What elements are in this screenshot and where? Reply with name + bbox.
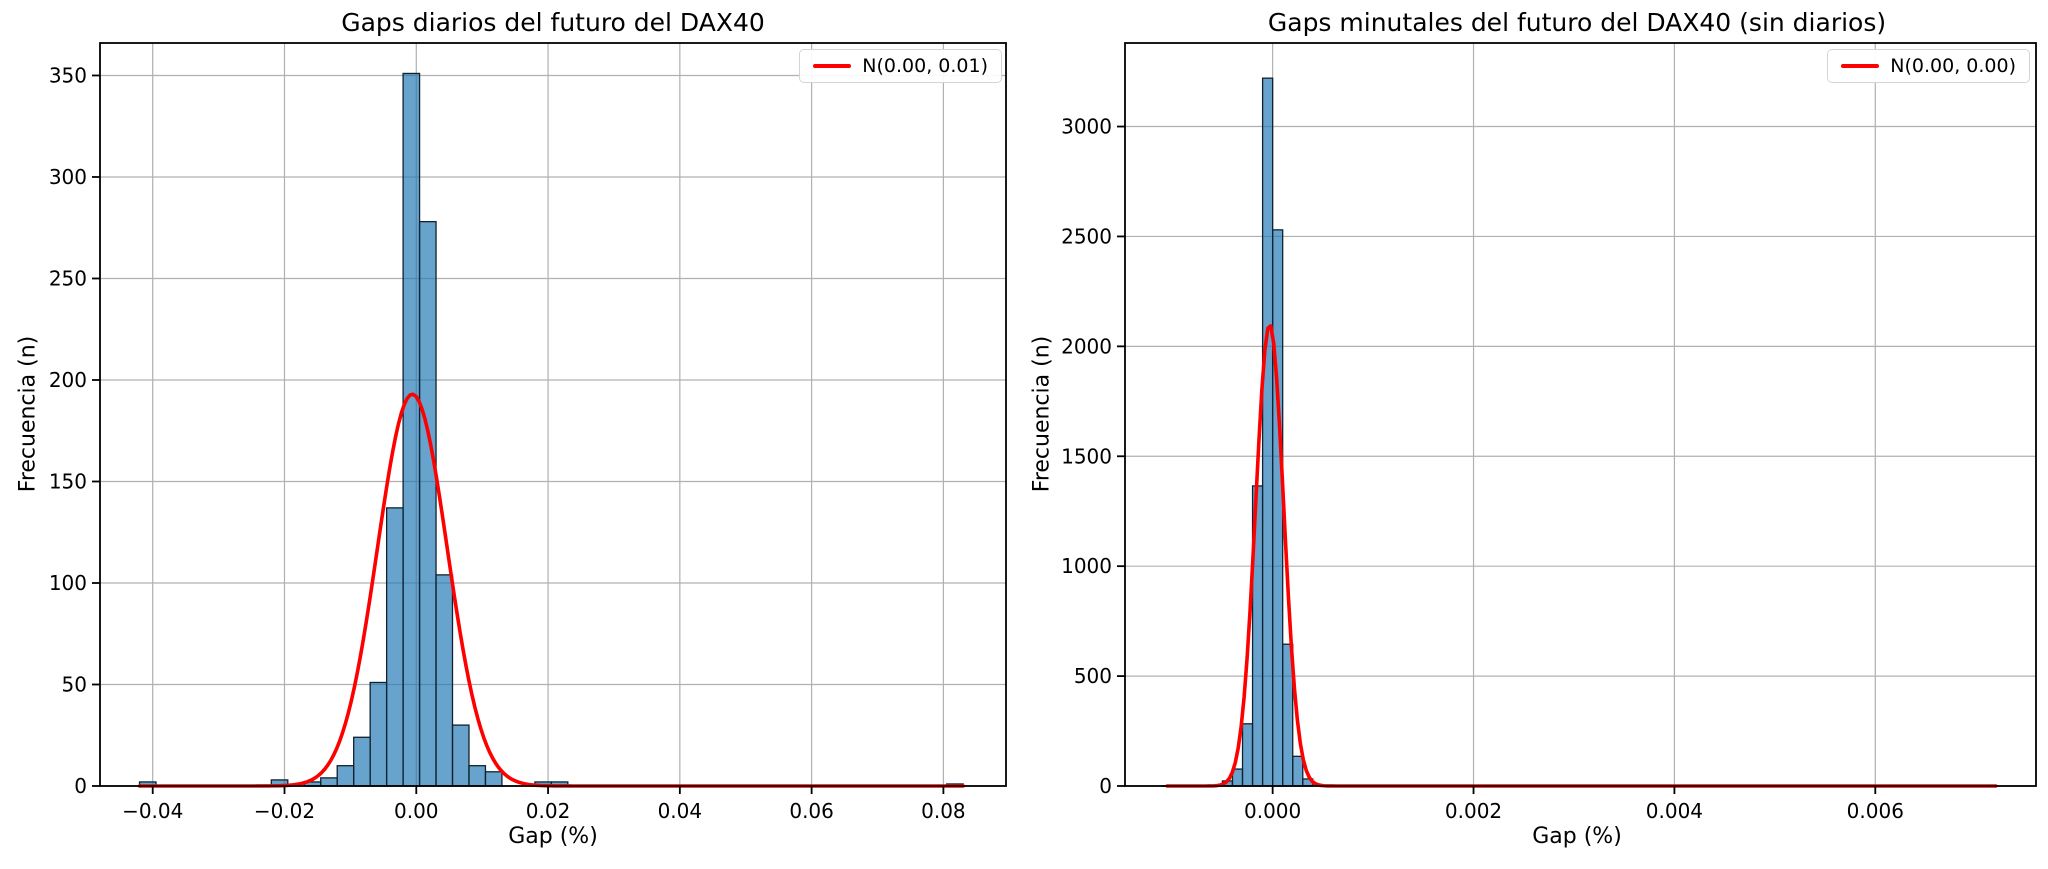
- normal-curve-legend-line-icon: [1841, 64, 1880, 68]
- chart-daily-gaps: Gaps diarios del futuro del DAX40 Frecue…: [16, 8, 1007, 849]
- chart-title: Gaps diarios del futuro del DAX40: [341, 8, 765, 37]
- plot-area-daily: −0.04 −0.02 0.00 0.02 0.04 0.06 0.08 0 50 100 150 2…: [49, 42, 1007, 823]
- legend: N(0.00, 0.00): [1827, 49, 2030, 83]
- svg-text:150: 150: [49, 469, 87, 493]
- normal-curve-legend-line-icon: [813, 64, 852, 68]
- svg-text:0.02: 0.02: [526, 799, 571, 823]
- svg-text:−0.04: −0.04: [122, 799, 183, 823]
- svg-text:0.04: 0.04: [658, 799, 703, 823]
- svg-text:0.00: 0.00: [394, 799, 439, 823]
- svg-text:100: 100: [49, 571, 87, 595]
- svg-text:300: 300: [49, 165, 87, 189]
- svg-text:0.002: 0.002: [1445, 799, 1502, 823]
- legend: N(0.00, 0.01): [799, 49, 1002, 83]
- x-axis-label: Gap (%): [508, 824, 598, 849]
- svg-text:−0.02: −0.02: [254, 799, 315, 823]
- svg-text:2500: 2500: [1061, 224, 1112, 248]
- svg-text:350: 350: [49, 63, 87, 87]
- chart-minute-gaps: Gaps minutales del futuro del DAX40 (sin…: [1024, 0, 2048, 869]
- svg-text:0.006: 0.006: [1847, 799, 1904, 823]
- plot-area-minute: 0.000 0.002 0.004 0.006 0 500 1000 1500 2000 2500…: [1061, 42, 2037, 823]
- svg-text:0.06: 0.06: [789, 799, 834, 823]
- x-axis-label: Gap (%): [1532, 824, 1622, 849]
- svg-text:0.08: 0.08: [921, 799, 966, 823]
- legend-label: N(0.00, 0.00): [1890, 55, 2016, 77]
- svg-text:0: 0: [74, 774, 87, 798]
- chart-title: Gaps minutales del futuro del DAX40 (sin…: [1267, 8, 1887, 37]
- svg-text:1500: 1500: [1061, 444, 1112, 468]
- svg-text:0.004: 0.004: [1646, 799, 1703, 823]
- svg-text:200: 200: [49, 368, 87, 392]
- legend-label: N(0.00, 0.01): [862, 55, 988, 77]
- svg-text:2000: 2000: [1061, 334, 1112, 358]
- svg-text:0.000: 0.000: [1244, 799, 1301, 823]
- svg-text:3000: 3000: [1061, 115, 1112, 139]
- svg-text:500: 500: [1074, 664, 1112, 688]
- svg-text:250: 250: [49, 266, 87, 290]
- svg-text:1000: 1000: [1061, 554, 1112, 578]
- svg-text:0: 0: [1099, 774, 1112, 798]
- svg-text:50: 50: [62, 672, 87, 696]
